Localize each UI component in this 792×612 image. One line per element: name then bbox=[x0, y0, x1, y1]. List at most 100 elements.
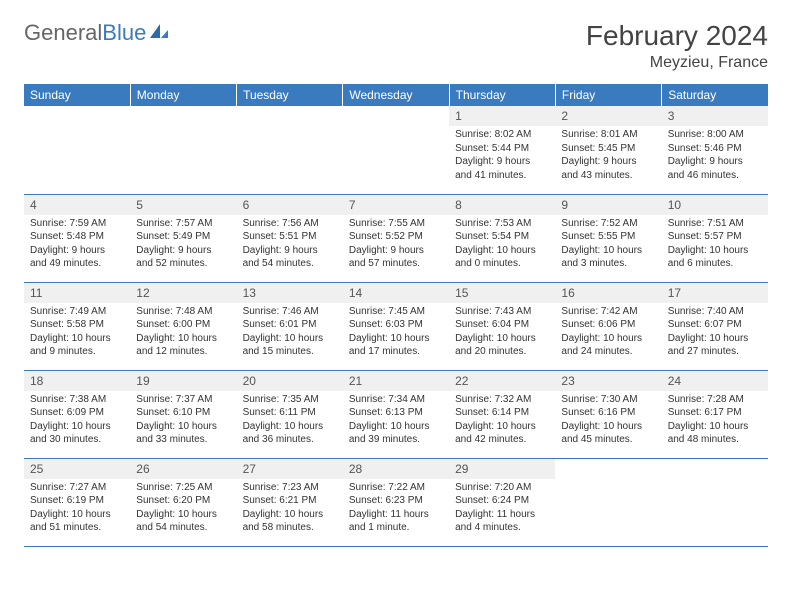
day-number: 21 bbox=[343, 371, 449, 391]
day-cell: 21Sunrise: 7:34 AMSunset: 6:13 PMDayligh… bbox=[343, 370, 449, 458]
day-details: Sunrise: 7:48 AMSunset: 6:00 PMDaylight:… bbox=[130, 303, 236, 363]
daylight-text: Daylight: 10 hours and 24 minutes. bbox=[561, 332, 655, 359]
sunset-text: Sunset: 5:49 PM bbox=[136, 230, 230, 244]
sunset-text: Sunset: 5:55 PM bbox=[561, 230, 655, 244]
week-row: 25Sunrise: 7:27 AMSunset: 6:19 PMDayligh… bbox=[24, 458, 768, 546]
daylight-text: Daylight: 10 hours and 15 minutes. bbox=[243, 332, 337, 359]
day-number: 3 bbox=[662, 106, 768, 126]
header: GeneralBlue February 2024 Meyzieu, Franc… bbox=[24, 20, 768, 72]
sunrise-text: Sunrise: 7:38 AM bbox=[30, 393, 124, 407]
sail-icon bbox=[148, 20, 170, 46]
day-header: Saturday bbox=[662, 84, 768, 106]
day-number: 25 bbox=[24, 459, 130, 479]
location: Meyzieu, France bbox=[586, 54, 768, 72]
day-details: Sunrise: 7:30 AMSunset: 6:16 PMDaylight:… bbox=[555, 391, 661, 451]
sunset-text: Sunset: 5:57 PM bbox=[668, 230, 762, 244]
sunset-text: Sunset: 6:21 PM bbox=[243, 494, 337, 508]
sunset-text: Sunset: 6:24 PM bbox=[455, 494, 549, 508]
daylight-text: Daylight: 9 hours and 46 minutes. bbox=[668, 155, 762, 182]
day-number: 7 bbox=[343, 195, 449, 215]
sunrise-text: Sunrise: 7:43 AM bbox=[455, 305, 549, 319]
calendar-table: SundayMondayTuesdayWednesdayThursdayFrid… bbox=[24, 84, 768, 547]
day-cell: 2Sunrise: 8:01 AMSunset: 5:45 PMDaylight… bbox=[555, 106, 661, 194]
day-cell: 24Sunrise: 7:28 AMSunset: 6:17 PMDayligh… bbox=[662, 370, 768, 458]
day-cell: .. bbox=[24, 106, 130, 194]
day-cell: 11Sunrise: 7:49 AMSunset: 5:58 PMDayligh… bbox=[24, 282, 130, 370]
daylight-text: Daylight: 10 hours and 17 minutes. bbox=[349, 332, 443, 359]
day-cell: 15Sunrise: 7:43 AMSunset: 6:04 PMDayligh… bbox=[449, 282, 555, 370]
day-number: 10 bbox=[662, 195, 768, 215]
day-header: Sunday bbox=[24, 84, 130, 106]
sunrise-text: Sunrise: 7:53 AM bbox=[455, 217, 549, 231]
day-cell: .. bbox=[130, 106, 236, 194]
day-number: 4 bbox=[24, 195, 130, 215]
day-cell: 12Sunrise: 7:48 AMSunset: 6:00 PMDayligh… bbox=[130, 282, 236, 370]
day-header: Tuesday bbox=[237, 84, 343, 106]
logo-text-blue: Blue bbox=[102, 20, 146, 46]
daylight-text: Daylight: 11 hours and 4 minutes. bbox=[455, 508, 549, 535]
daylight-text: Daylight: 10 hours and 12 minutes. bbox=[136, 332, 230, 359]
daylight-text: Daylight: 10 hours and 9 minutes. bbox=[30, 332, 124, 359]
day-number: 19 bbox=[130, 371, 236, 391]
day-details: Sunrise: 7:43 AMSunset: 6:04 PMDaylight:… bbox=[449, 303, 555, 363]
sunrise-text: Sunrise: 7:40 AM bbox=[668, 305, 762, 319]
sunset-text: Sunset: 6:09 PM bbox=[30, 406, 124, 420]
calendar-body: ........ 1Sunrise: 8:02 AMSunset: 5:44 PM… bbox=[24, 106, 768, 546]
sunset-text: Sunset: 5:46 PM bbox=[668, 142, 762, 156]
day-number: 22 bbox=[449, 371, 555, 391]
sunrise-text: Sunrise: 7:42 AM bbox=[561, 305, 655, 319]
sunrise-text: Sunrise: 7:57 AM bbox=[136, 217, 230, 231]
week-row: 11Sunrise: 7:49 AMSunset: 5:58 PMDayligh… bbox=[24, 282, 768, 370]
day-number: 9 bbox=[555, 195, 661, 215]
daylight-text: Daylight: 10 hours and 36 minutes. bbox=[243, 420, 337, 447]
day-details: Sunrise: 7:45 AMSunset: 6:03 PMDaylight:… bbox=[343, 303, 449, 363]
sunset-text: Sunset: 6:00 PM bbox=[136, 318, 230, 332]
day-cell: 16Sunrise: 7:42 AMSunset: 6:06 PMDayligh… bbox=[555, 282, 661, 370]
day-header: Thursday bbox=[449, 84, 555, 106]
sunrise-text: Sunrise: 7:25 AM bbox=[136, 481, 230, 495]
sunrise-text: Sunrise: 7:45 AM bbox=[349, 305, 443, 319]
logo-text-gray: General bbox=[24, 20, 102, 46]
daylight-text: Daylight: 9 hours and 41 minutes. bbox=[455, 155, 549, 182]
day-details: Sunrise: 7:56 AMSunset: 5:51 PMDaylight:… bbox=[237, 215, 343, 275]
day-details: Sunrise: 7:49 AMSunset: 5:58 PMDaylight:… bbox=[24, 303, 130, 363]
daylight-text: Daylight: 10 hours and 42 minutes. bbox=[455, 420, 549, 447]
sunrise-text: Sunrise: 7:46 AM bbox=[243, 305, 337, 319]
day-cell: 19Sunrise: 7:37 AMSunset: 6:10 PMDayligh… bbox=[130, 370, 236, 458]
daylight-text: Daylight: 10 hours and 20 minutes. bbox=[455, 332, 549, 359]
day-number: 11 bbox=[24, 283, 130, 303]
day-cell: 18Sunrise: 7:38 AMSunset: 6:09 PMDayligh… bbox=[24, 370, 130, 458]
sunrise-text: Sunrise: 7:30 AM bbox=[561, 393, 655, 407]
day-number: 15 bbox=[449, 283, 555, 303]
day-cell: 3Sunrise: 8:00 AMSunset: 5:46 PMDaylight… bbox=[662, 106, 768, 194]
sunrise-text: Sunrise: 7:34 AM bbox=[349, 393, 443, 407]
daylight-text: Daylight: 10 hours and 30 minutes. bbox=[30, 420, 124, 447]
sunrise-text: Sunrise: 7:32 AM bbox=[455, 393, 549, 407]
sunrise-text: Sunrise: 7:51 AM bbox=[668, 217, 762, 231]
day-cell: 14Sunrise: 7:45 AMSunset: 6:03 PMDayligh… bbox=[343, 282, 449, 370]
daylight-text: Daylight: 10 hours and 33 minutes. bbox=[136, 420, 230, 447]
sunrise-text: Sunrise: 7:37 AM bbox=[136, 393, 230, 407]
sunset-text: Sunset: 6:11 PM bbox=[243, 406, 337, 420]
sunset-text: Sunset: 6:13 PM bbox=[349, 406, 443, 420]
week-row: 4Sunrise: 7:59 AMSunset: 5:48 PMDaylight… bbox=[24, 194, 768, 282]
day-header: Wednesday bbox=[343, 84, 449, 106]
daylight-text: Daylight: 10 hours and 48 minutes. bbox=[668, 420, 762, 447]
day-details: Sunrise: 7:32 AMSunset: 6:14 PMDaylight:… bbox=[449, 391, 555, 451]
day-number: 1 bbox=[449, 106, 555, 126]
daylight-text: Daylight: 11 hours and 1 minute. bbox=[349, 508, 443, 535]
daylight-text: Daylight: 10 hours and 58 minutes. bbox=[243, 508, 337, 535]
sunrise-text: Sunrise: 8:02 AM bbox=[455, 128, 549, 142]
day-number: 6 bbox=[237, 195, 343, 215]
day-cell: .. bbox=[237, 106, 343, 194]
day-cell: 10Sunrise: 7:51 AMSunset: 5:57 PMDayligh… bbox=[662, 194, 768, 282]
day-details: Sunrise: 8:02 AMSunset: 5:44 PMDaylight:… bbox=[449, 126, 555, 186]
day-details: Sunrise: 7:38 AMSunset: 6:09 PMDaylight:… bbox=[24, 391, 130, 451]
sunset-text: Sunset: 6:03 PM bbox=[349, 318, 443, 332]
day-details: Sunrise: 7:40 AMSunset: 6:07 PMDaylight:… bbox=[662, 303, 768, 363]
calendar-page: GeneralBlue February 2024 Meyzieu, Franc… bbox=[0, 0, 792, 567]
day-cell: 6Sunrise: 7:56 AMSunset: 5:51 PMDaylight… bbox=[237, 194, 343, 282]
day-cell: .. bbox=[662, 458, 768, 546]
sunrise-text: Sunrise: 7:22 AM bbox=[349, 481, 443, 495]
day-details: Sunrise: 7:55 AMSunset: 5:52 PMDaylight:… bbox=[343, 215, 449, 275]
